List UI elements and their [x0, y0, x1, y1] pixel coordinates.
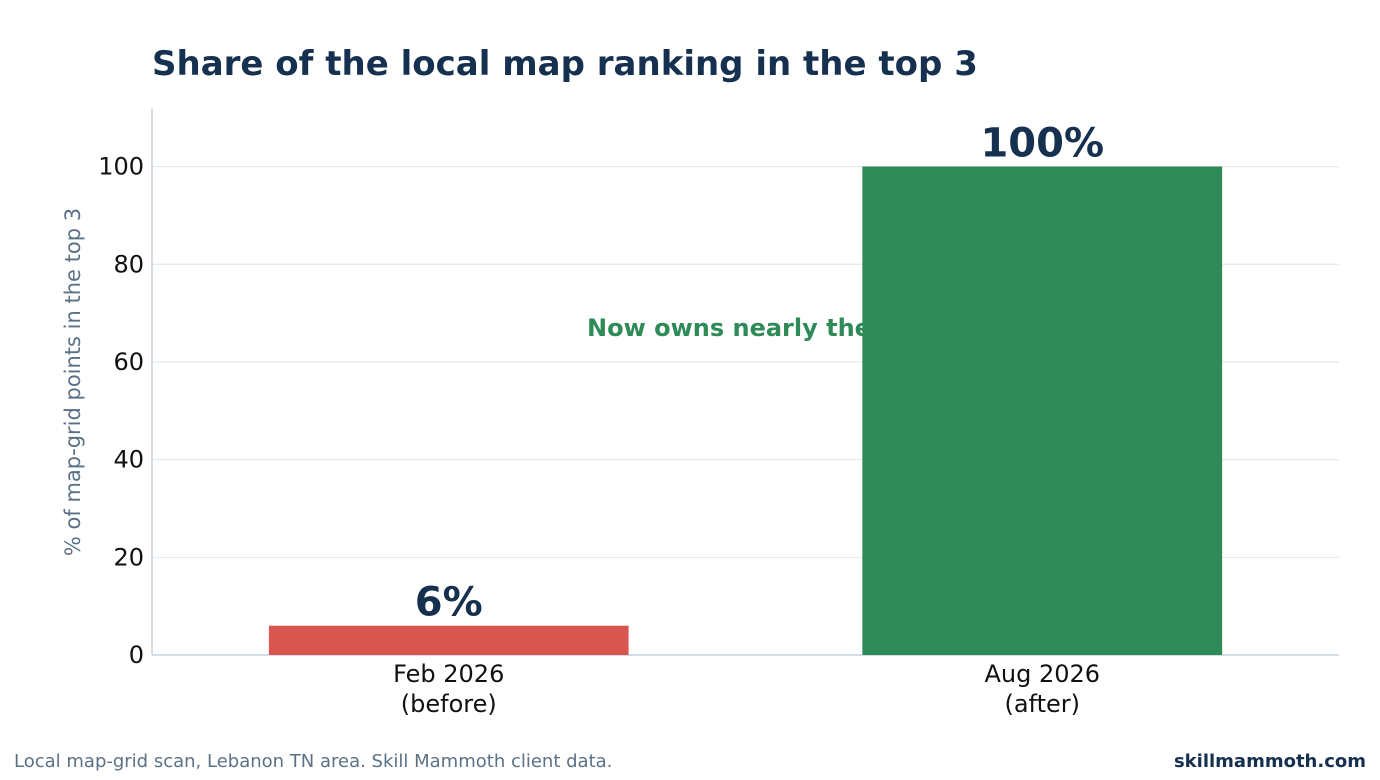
- y-tick-label: 40: [113, 446, 144, 474]
- y-tick-label: 0: [129, 641, 144, 669]
- bar-value-label: 6%: [415, 580, 483, 626]
- y-tick-label: 20: [113, 543, 144, 571]
- y-tick-label: 80: [113, 250, 144, 278]
- footer-source-note: Local map-grid scan, Lebanon TN area. Sk…: [14, 751, 613, 772]
- y-tick-label: 100: [98, 153, 144, 181]
- y-tick-label: 60: [113, 348, 144, 376]
- chart-title: Share of the local map ranking in the to…: [152, 44, 978, 84]
- bar-value-label: 100%: [980, 121, 1104, 167]
- x-tick-label: Feb 2026 (before): [393, 660, 504, 718]
- footer-brand-link[interactable]: skillmammoth.com: [1173, 751, 1366, 772]
- bar: [268, 625, 629, 655]
- y-axis-label: % of map-grid points in the top 3: [61, 208, 85, 556]
- x-tick-label: Aug 2026 (after): [984, 660, 1100, 718]
- bar-overlay: [862, 166, 1223, 655]
